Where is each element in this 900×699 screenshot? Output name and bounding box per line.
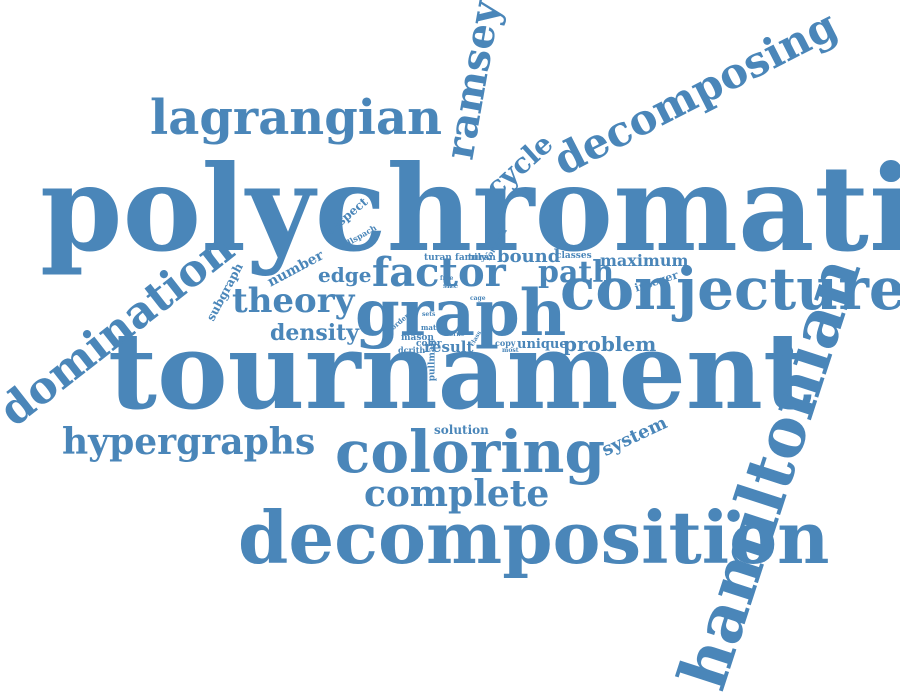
word-factor: factor xyxy=(372,249,506,296)
word-edge: edge xyxy=(318,263,372,287)
word-mason: mason xyxy=(401,333,434,343)
word-conjecture: conjecture xyxy=(560,255,900,323)
word-complete: complete xyxy=(364,473,550,515)
word-math: math xyxy=(421,323,442,332)
word-density: density xyxy=(270,320,360,346)
word-size: size xyxy=(443,281,459,290)
word-maximum: maximum xyxy=(600,251,689,270)
word-turan-family: turan family xyxy=(424,253,487,263)
word-theory: theory xyxy=(232,281,355,321)
word-borne: borne xyxy=(445,331,465,338)
word-classes: classes xyxy=(556,251,592,261)
word-lagrangian: lagrangian xyxy=(150,90,442,146)
word-sets: sets xyxy=(422,311,436,318)
word-color: color xyxy=(416,339,442,349)
word-result: result xyxy=(424,338,474,356)
word-path: path xyxy=(538,255,615,290)
word-turan: turán xyxy=(468,253,496,263)
word-polychromatic: polychromatic xyxy=(40,139,900,278)
word-unique: unique xyxy=(517,337,568,352)
word-decomposition: decomposition xyxy=(238,495,830,580)
word-cage: cage xyxy=(470,295,486,302)
word-solution: solution xyxy=(434,423,489,437)
word-copy: copy xyxy=(495,338,516,348)
word-hypergraphs: hypergraphs xyxy=(62,421,316,463)
word-coloring: coloring xyxy=(335,418,606,486)
word-problem: problem xyxy=(563,332,657,356)
word-bound: bound xyxy=(497,246,561,267)
word-pullman: pullman xyxy=(427,339,438,382)
word-dcrith: dcrith xyxy=(398,345,426,355)
word-most: most xyxy=(502,347,519,354)
word-tournament: tournament xyxy=(108,308,812,433)
word-graph: graph xyxy=(355,276,567,351)
word-free: free xyxy=(440,275,454,282)
